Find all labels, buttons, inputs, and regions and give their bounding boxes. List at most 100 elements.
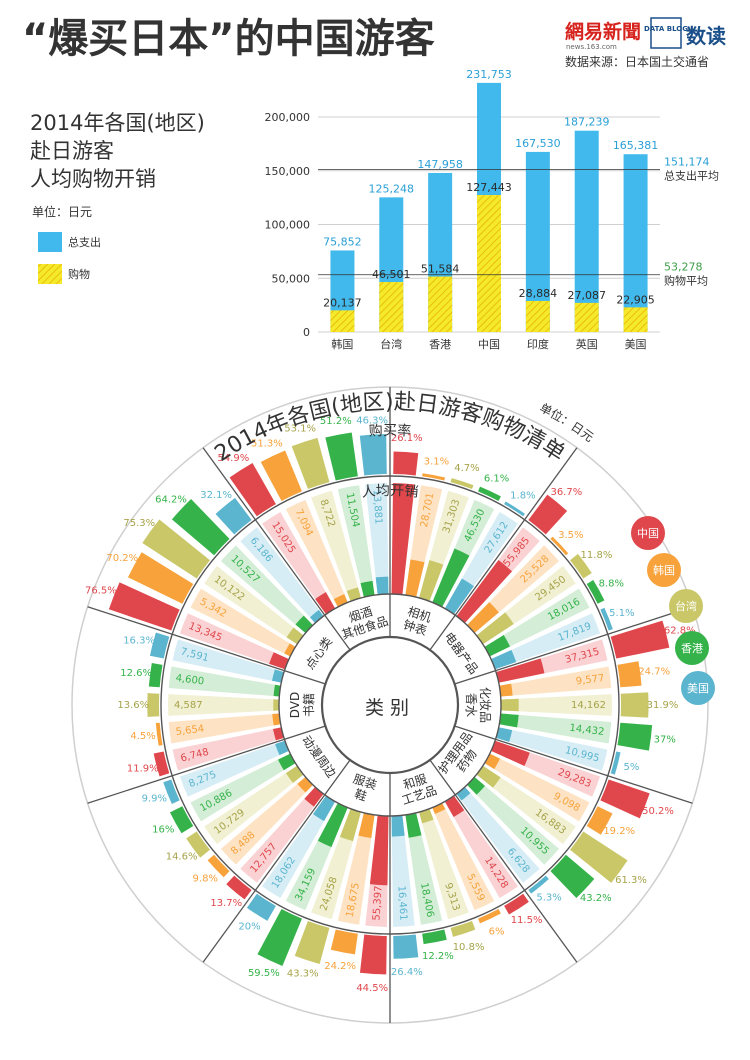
sector-divider	[202, 447, 352, 652]
bar-shopping	[428, 276, 453, 332]
rate-label: 64.2%	[155, 494, 187, 505]
bar-chart-title-line-2: 赴日游客	[30, 139, 114, 163]
rate-label: 13.7%	[210, 898, 242, 909]
rate-bar	[153, 751, 170, 777]
rate-label: 62.8%	[664, 626, 696, 637]
rate-label: 50.2%	[642, 806, 674, 817]
y-tick-label: 100,000	[265, 219, 311, 232]
rate-label: 3.5%	[558, 530, 583, 541]
bar-shopping-label: 27,087	[567, 289, 606, 302]
rate-bar	[147, 693, 160, 717]
spend-bar	[499, 683, 513, 697]
spend-bar	[405, 812, 422, 838]
spend-bar	[297, 776, 313, 793]
y-tick-label: 50,000	[272, 272, 311, 285]
spend-background	[262, 511, 336, 615]
reference-line-value: 53,278	[664, 261, 703, 274]
spend-bar	[391, 483, 415, 595]
rate-label: 12.6%	[120, 668, 152, 679]
spend-bar	[419, 560, 444, 602]
spend-label: 4,600	[175, 673, 205, 688]
rate-bar	[528, 875, 549, 894]
rate-label: 3.1%	[424, 456, 449, 467]
rate-bar	[148, 663, 163, 688]
ring-label-rate-text: 购买率	[368, 422, 411, 440]
sector-divider	[202, 758, 352, 963]
spend-background	[179, 613, 289, 670]
rate-bar	[620, 692, 649, 718]
rate-label: 9.8%	[193, 874, 218, 885]
bar-shopping	[623, 307, 648, 332]
rate-label: 14.6%	[166, 851, 198, 862]
bar-total	[574, 130, 599, 332]
spend-bar	[339, 808, 361, 842]
netease-logo: 網易新聞 news.163.com	[565, 20, 641, 51]
sector-divider	[453, 725, 693, 804]
spend-bar	[272, 727, 284, 741]
bar-shopping-label: 22,905	[616, 293, 655, 306]
rate-bar	[149, 632, 170, 659]
legend-label-total: 总支出	[68, 235, 101, 249]
rate-bar	[617, 661, 642, 688]
category-label: DVD	[288, 692, 302, 718]
spend-bar	[496, 658, 545, 683]
sector-divider	[428, 447, 578, 652]
legend-bubble-label: 韩国	[653, 563, 675, 577]
rate-label: 5.3%	[536, 892, 561, 903]
rate-label: 44.5%	[356, 983, 388, 994]
rate-bar	[229, 462, 276, 517]
spend-background	[499, 713, 612, 744]
rate-bar	[550, 854, 595, 898]
spend-bar	[500, 698, 519, 712]
spend-bar	[369, 815, 389, 886]
spend-background	[484, 753, 590, 822]
bar-total-label: 165,381	[613, 139, 659, 152]
x-tick-label: 印度	[527, 337, 549, 351]
spend-background	[262, 795, 336, 899]
rate-bar	[600, 607, 613, 631]
spend-bar	[304, 786, 324, 807]
rate-label: 37%	[654, 735, 676, 746]
legend-bubble-label: 中国	[637, 527, 659, 540]
sector-divider	[87, 725, 327, 804]
bar-shopping	[574, 302, 599, 332]
x-tick-label: 韩国	[331, 337, 353, 351]
rate-bar	[617, 722, 653, 751]
rate-bar	[260, 450, 302, 502]
spend-bar	[346, 587, 361, 602]
spend-background	[456, 786, 540, 883]
spend-bar	[277, 753, 296, 771]
netease-logo-text: 網易新聞	[565, 20, 641, 43]
spend-background	[391, 815, 415, 927]
page-title: “爆买日本”的中国游客	[22, 16, 435, 62]
spend-bar	[432, 803, 446, 815]
reference-line-label: 购物平均	[664, 274, 708, 288]
rate-bar	[257, 908, 302, 967]
rate-bar	[294, 920, 330, 964]
spend-background	[240, 786, 324, 883]
rate-label: 20%	[238, 921, 260, 932]
rate-label: 46.3%	[356, 416, 388, 427]
spend-background	[419, 808, 469, 920]
spend-bar	[272, 713, 281, 726]
rate-bar	[207, 854, 230, 878]
rate-bar	[163, 779, 180, 804]
spend-label: 4,587	[174, 700, 203, 711]
spend-background	[467, 776, 560, 865]
rate-bar	[359, 434, 387, 476]
spend-bar	[496, 727, 513, 742]
spend-bar	[467, 776, 485, 795]
spend-background	[168, 666, 281, 697]
rate-label: 26.4%	[391, 967, 423, 978]
spend-label: 16,461	[395, 885, 408, 921]
rate-bar	[422, 473, 446, 481]
rate-bar	[215, 497, 252, 535]
bar-shopping-label: 127,443	[466, 181, 512, 194]
spend-bar	[484, 635, 511, 657]
spend-bar	[358, 812, 375, 839]
bar-shopping-label: 51,584	[421, 263, 460, 276]
spend-bar	[285, 765, 304, 783]
rate-bar	[142, 519, 210, 579]
spend-background	[220, 776, 313, 865]
rate-bar	[586, 806, 613, 835]
